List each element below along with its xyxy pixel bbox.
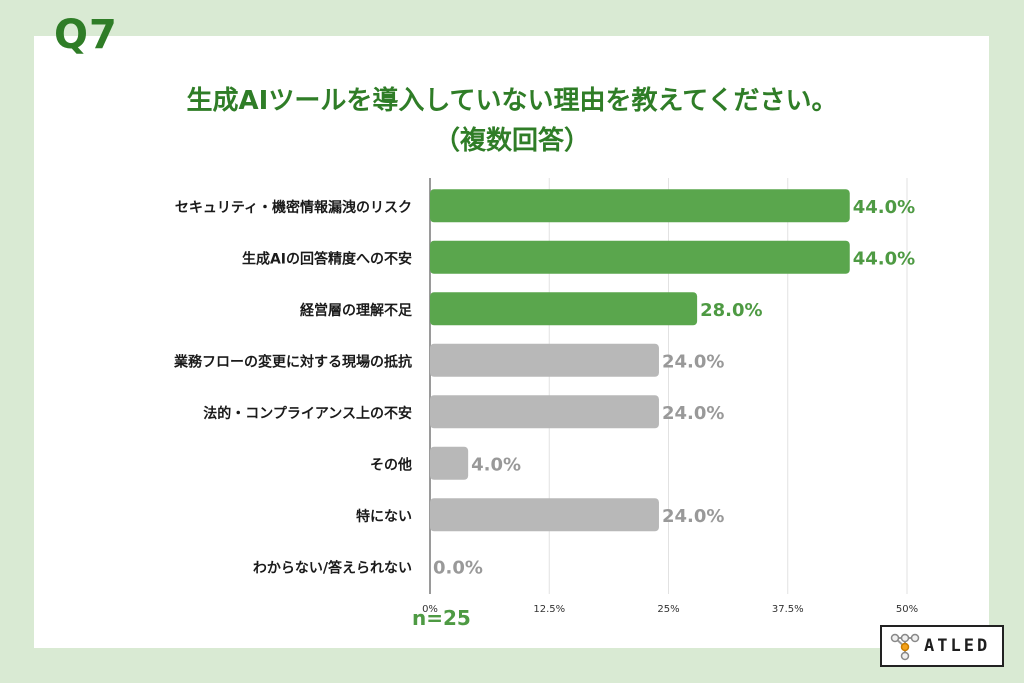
category-label: その他 xyxy=(370,456,412,473)
x-tick-label: 37.5% xyxy=(772,604,804,615)
bar xyxy=(430,343,659,377)
question-label: Q7 xyxy=(54,12,118,58)
value-label: 24.0% xyxy=(662,351,724,372)
category-label: わからない/答えられない xyxy=(253,559,412,576)
value-label: 44.0% xyxy=(853,197,915,218)
category-label: 特にない xyxy=(356,508,412,525)
category-label: セキュリティ・機密情報漏洩のリスク xyxy=(175,199,412,216)
bar-layer xyxy=(430,189,850,532)
value-label: 24.0% xyxy=(662,403,724,424)
category-label: 業務フローの変更に対する現場の抵抗 xyxy=(173,353,412,370)
chart-card xyxy=(34,36,989,648)
x-tick-label: 50% xyxy=(896,604,918,615)
value-label: 4.0% xyxy=(471,454,521,475)
x-tick-label: 12.5% xyxy=(533,604,565,615)
category-label: 法的・コンプライアンス上の不安 xyxy=(203,405,412,422)
atled-logo: ATLED xyxy=(880,625,1004,667)
atled-network-logo-icon xyxy=(890,633,920,661)
value-label: 0.0% xyxy=(433,557,483,578)
grid-layer xyxy=(429,178,908,594)
chart-title: 生成AIツールを導入していない理由を教えてください。 xyxy=(186,86,838,116)
value-label: 44.0% xyxy=(853,248,915,269)
category-label: 経営層の理解不足 xyxy=(300,302,413,319)
bar xyxy=(430,395,659,429)
x-tick-label: 0% xyxy=(422,604,438,615)
bar xyxy=(430,446,469,480)
bar xyxy=(430,189,850,223)
bar xyxy=(430,498,659,532)
chart-subtitle: （複数回答） xyxy=(433,126,590,156)
bar xyxy=(430,292,698,326)
x-tick-label: 25% xyxy=(657,604,679,615)
value-label: 24.0% xyxy=(662,506,724,527)
logo-text: ATLED xyxy=(924,636,991,656)
label-layer: 0% 12.5% 25% 37.5% 50% セキュリティ・機密情報漏洩のリスク 44.0%… xyxy=(173,197,918,615)
sample-size-label: n=25 xyxy=(412,606,471,630)
category-label: 生成AIの回答精度への不安 xyxy=(242,250,412,267)
bar xyxy=(430,240,850,274)
value-label: 28.0% xyxy=(700,300,762,321)
